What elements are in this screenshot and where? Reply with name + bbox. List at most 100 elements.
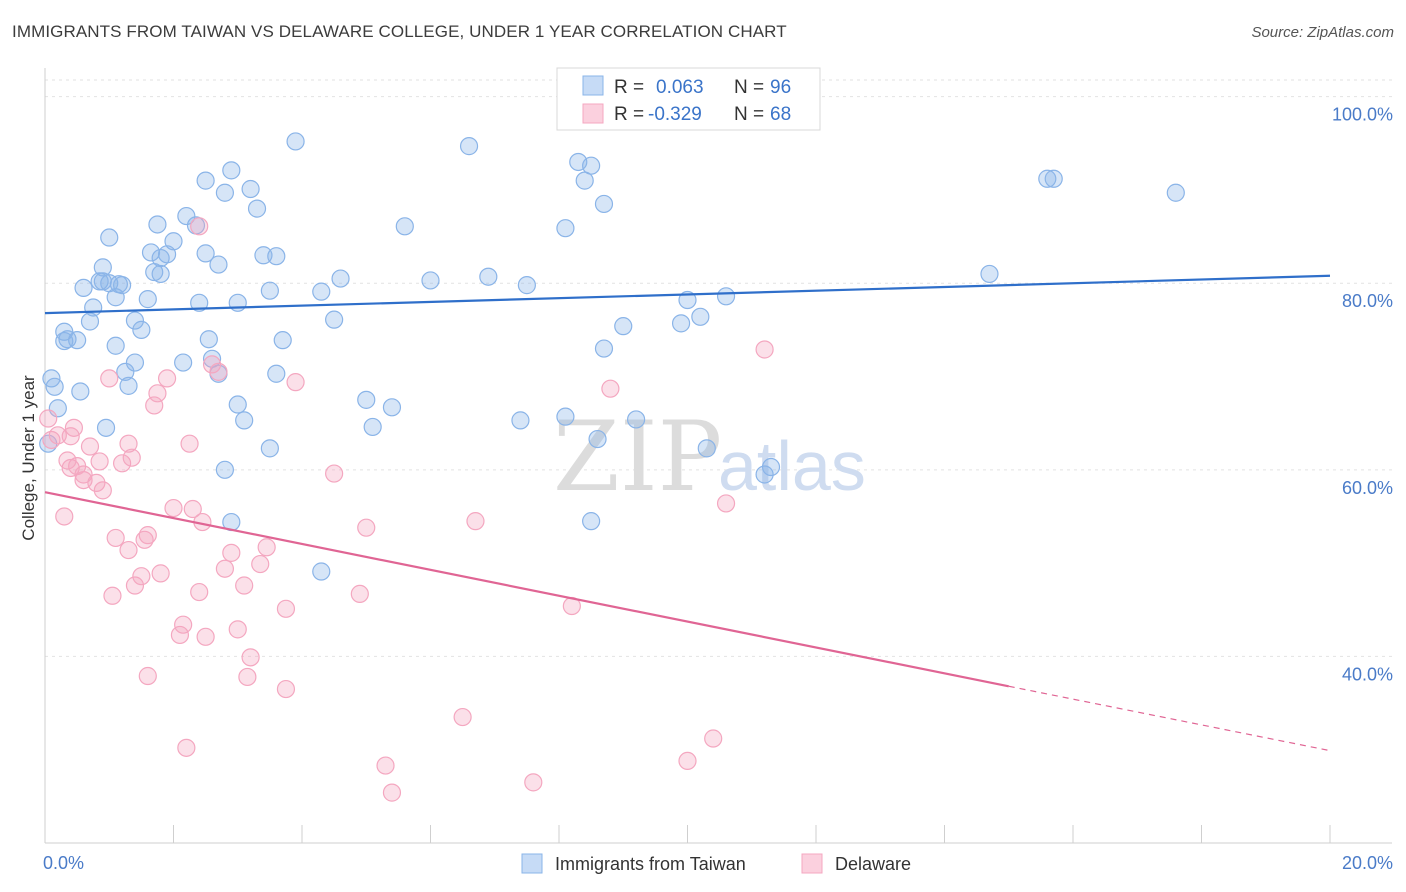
point-s1-34 (215, 559, 234, 578)
y-tick-label-2: 80.0% (1342, 291, 1393, 311)
point-s1-15 (112, 454, 132, 473)
watermark: ZIP atlas (553, 401, 866, 513)
point-s0-76 (678, 290, 697, 310)
point-s1-26 (174, 615, 193, 634)
y-tick-labels: 40.0% 60.0% 80.0% 100.0% (1332, 105, 1393, 685)
point-s0-78 (716, 287, 736, 306)
point-s0-1 (45, 377, 64, 396)
point-s0-54 (325, 310, 344, 329)
point-s0-73 (614, 317, 633, 336)
point-s0-19 (132, 320, 151, 339)
point-s0-72 (582, 512, 601, 531)
point-s0-59 (421, 271, 440, 290)
point-s0-82 (980, 264, 999, 284)
point-s1-58 (755, 340, 774, 359)
y-axis-label: College, Under 1 year (19, 375, 38, 541)
point-s0-41 (267, 247, 286, 266)
point-s0-83 (1038, 169, 1057, 188)
point-s0-93 (71, 382, 90, 401)
trend-extension-s1 (1008, 685, 1331, 752)
point-s0-37 (241, 179, 260, 199)
trend-line-s1 (44, 491, 1009, 688)
series-legend: Immigrants from Taiwan Delaware (521, 853, 911, 874)
point-s0-18 (125, 353, 145, 372)
point-s0-40 (260, 281, 279, 300)
point-s1-17 (132, 567, 151, 586)
point-s0-32 (196, 244, 215, 263)
point-s1-33 (209, 362, 228, 381)
point-s0-63 (511, 411, 530, 430)
point-s1-57 (716, 494, 736, 513)
point-s0-69 (575, 171, 594, 190)
point-s0-12 (93, 258, 112, 277)
point-s0-50 (273, 331, 292, 350)
point-s1-47 (357, 518, 376, 537)
point-s0-56 (363, 417, 382, 437)
point-s0-52 (331, 269, 350, 288)
point-s1-22 (151, 564, 170, 583)
legend-r-label-delaware: R = (614, 104, 644, 125)
y-tick-label-3: 100.0% (1332, 105, 1393, 125)
point-s0-77 (691, 307, 710, 326)
series-name-delaware: Delaware (835, 854, 911, 874)
point-s0-49 (267, 364, 286, 383)
point-s0-39 (254, 246, 273, 265)
series-name-taiwan: Immigrants from Taiwan (555, 854, 746, 874)
point-s0-9 (84, 298, 103, 317)
x-tick-label-0: 0.0% (43, 853, 84, 873)
point-s0-43 (199, 330, 218, 349)
point-s1-46 (350, 584, 369, 604)
point-s0-8 (80, 312, 100, 331)
point-s0-94 (96, 418, 116, 437)
axes (44, 68, 1392, 844)
point-s1-50 (453, 707, 472, 727)
point-s0-58 (395, 217, 414, 236)
point-s1-32 (202, 355, 222, 374)
point-s0-25 (164, 232, 183, 251)
point-s1-16 (125, 576, 145, 595)
point-s1-65 (74, 465, 93, 484)
point-s1-9 (93, 481, 112, 500)
point-s1-35 (222, 543, 241, 562)
point-s1-48 (376, 756, 395, 775)
point-s1-19 (138, 526, 157, 545)
legend-n-value-taiwan: 96 (770, 77, 791, 98)
point-s1-51 (466, 512, 485, 531)
point-s1-66 (122, 448, 141, 467)
point-s1-43 (276, 679, 296, 699)
point-s1-39 (241, 648, 260, 667)
point-s0-29 (177, 206, 196, 226)
series-swatch-delaware (801, 853, 823, 874)
point-s1-44 (286, 373, 305, 392)
point-s0-51 (286, 132, 305, 151)
legend-r-label-taiwan: R = (614, 77, 644, 98)
point-s1-36 (228, 620, 247, 639)
point-s0-23 (151, 264, 170, 284)
point-s0-62 (517, 276, 536, 295)
point-s1-40 (251, 554, 270, 574)
point-s1-63 (61, 427, 80, 446)
point-s0-20 (125, 311, 145, 330)
point-s1-60 (138, 666, 157, 686)
point-s0-71 (588, 429, 607, 449)
point-s1-0 (39, 409, 58, 428)
legend-n-value-delaware: 68 (770, 104, 791, 125)
legend-swatch-taiwan (582, 75, 604, 96)
series-swatch-taiwan (521, 853, 543, 874)
point-s1-24 (164, 498, 183, 518)
point-s1-8 (87, 473, 106, 492)
point-s0-28 (141, 243, 161, 262)
point-s1-11 (106, 528, 125, 548)
point-s0-81 (761, 457, 781, 477)
legend-n-label-taiwan: N = (734, 77, 764, 98)
point-s0-86 (312, 562, 331, 581)
point-s1-64 (48, 426, 67, 445)
point-s0-36 (222, 161, 241, 180)
point-s1-52 (524, 773, 543, 792)
point-s1-45 (325, 464, 344, 483)
point-s0-27 (151, 248, 170, 268)
point-s0-6 (55, 331, 74, 351)
point-s1-7 (80, 437, 100, 456)
watermark-zip: ZIP (553, 401, 722, 513)
point-s1-31 (196, 627, 215, 646)
